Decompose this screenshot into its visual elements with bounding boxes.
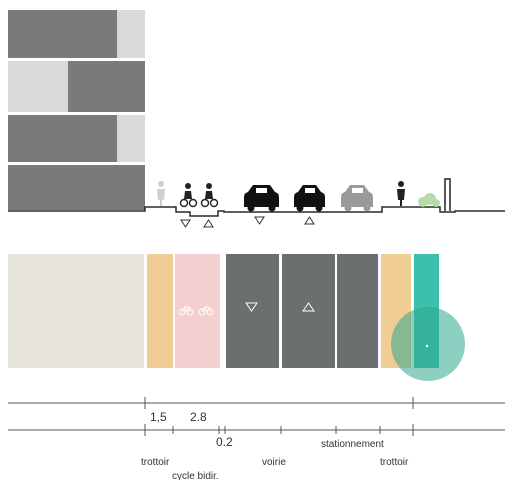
label-trottoir-right: trottoir — [380, 457, 409, 468]
building-panel — [8, 61, 68, 112]
label-stationnement: stationnement — [321, 439, 384, 450]
plan-parking-lane — [337, 254, 378, 368]
cyclist-icon — [200, 183, 219, 208]
tree-icon — [418, 193, 440, 207]
car-icon — [244, 185, 279, 212]
label-cycle: cycle bidir. — [172, 471, 219, 480]
tree-dot-icon — [425, 344, 429, 348]
building-panel — [8, 115, 117, 162]
label-voirie: voirie — [262, 457, 286, 468]
building-panel — [117, 10, 145, 58]
dimension-sidewalk: 1,5 — [150, 410, 167, 424]
label-trottoir-left: trottoir — [141, 457, 170, 468]
dimension-lines — [8, 397, 505, 436]
building-panel — [8, 10, 117, 58]
pole-icon — [444, 178, 451, 211]
pedestrian-icon — [397, 181, 405, 206]
arrow-up-icon — [302, 302, 315, 312]
plan-view — [8, 254, 465, 381]
car-icon — [294, 185, 325, 212]
plan-building-block — [8, 254, 144, 368]
arrow-up-icon — [304, 216, 315, 225]
plan-sidewalk-left — [147, 254, 173, 368]
building-panel — [8, 165, 145, 210]
arrow-up-icon — [203, 219, 214, 228]
dimension-buffer: 0.2 — [216, 435, 233, 449]
dimension-cycle: 2.8 — [190, 410, 207, 424]
plan-road-lane — [226, 254, 279, 368]
building-facade — [8, 10, 145, 210]
ground-line — [8, 206, 505, 217]
arrow-down-icon — [180, 219, 191, 228]
cyclist-icon — [179, 183, 198, 208]
parked-car-icon — [341, 185, 373, 212]
bike-symbol-icon — [178, 306, 214, 316]
arrow-down-icon — [254, 216, 265, 225]
highlight-circle — [391, 307, 465, 381]
pedestrian-ghost-icon — [157, 181, 165, 206]
building-panel — [68, 61, 145, 112]
building-panel — [117, 115, 145, 162]
arrow-down-icon — [245, 302, 258, 312]
